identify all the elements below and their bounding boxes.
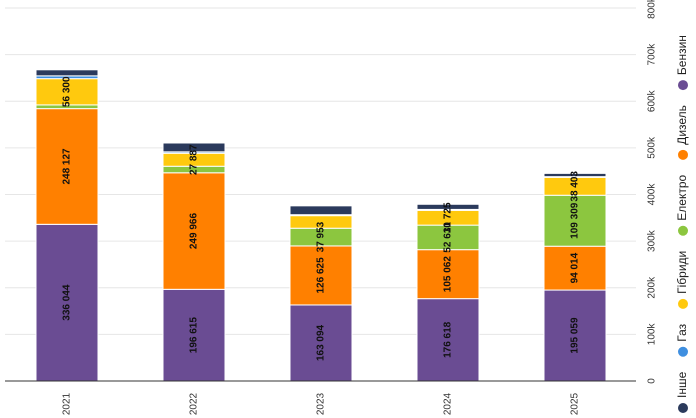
legend-item[interactable]: Гібриди — [675, 251, 689, 309]
value-tick-label: 500k — [647, 136, 658, 159]
data-label: 38 403 — [570, 171, 581, 202]
bar-segment[interactable] — [416, 298, 480, 382]
bar-segment[interactable] — [35, 78, 99, 106]
data-label: 37 953 — [316, 221, 327, 252]
data-label: 176 618 — [443, 321, 454, 358]
legend-label: Електро — [675, 175, 689, 221]
legend-label: Гібриди — [675, 251, 689, 294]
legend-item[interactable]: Бензин — [675, 35, 689, 91]
data-label: 94 014 — [570, 252, 581, 283]
value-tick-label: 200k — [647, 276, 658, 299]
bar-segment[interactable] — [289, 205, 353, 216]
data-label: 195 059 — [570, 317, 581, 354]
bar-segment[interactable] — [162, 142, 226, 153]
data-label: 31 725 — [443, 202, 454, 233]
data-label: 27 887 — [189, 144, 200, 175]
axes: 0 100k 200k 300k 400k 500k 600k 700k 800k 2021 202… — [5, 0, 658, 415]
data-label: 109 309 — [570, 202, 581, 239]
bar-segment[interactable] — [543, 194, 607, 247]
legend-marker — [678, 403, 688, 413]
value-tick-label: 0 — [647, 378, 658, 384]
category-tick-label: 2024 — [443, 392, 454, 415]
data-label: 126 625 — [316, 257, 327, 294]
value-tick-label: 600k — [647, 89, 658, 112]
legend-label: Газ — [675, 323, 689, 341]
data-label: 56 300 — [62, 76, 73, 107]
data-label: 105 062 — [443, 256, 454, 293]
data-label: 52 610 — [443, 222, 454, 253]
legend-item[interactable]: Газ — [675, 323, 689, 357]
legend-label: Інше — [675, 371, 689, 398]
value-tick-label: 800k — [647, 0, 658, 19]
category-tick-label: 2021 — [62, 392, 73, 415]
bar-segment[interactable] — [543, 172, 607, 178]
data-label: 163 094 — [316, 324, 327, 361]
bar-segment[interactable] — [35, 223, 99, 382]
bar-segment[interactable] — [416, 224, 480, 251]
legend[interactable]: Інше Газ Гібриди Електро Дизель Бензин — [675, 35, 689, 413]
legend-label: Бензин — [675, 35, 689, 75]
legend-marker — [678, 346, 688, 357]
data-labels: 336 044 248 127 56 300 196 615 249 966 27 887… — [62, 76, 581, 361]
bar-segment[interactable] — [35, 69, 99, 77]
data-label: 248 127 — [62, 148, 73, 185]
bar-segment[interactable] — [416, 203, 480, 210]
category-tick-label: 2022 — [189, 392, 200, 415]
category-tick-label: 2025 — [570, 392, 581, 415]
bar-segment[interactable] — [162, 172, 226, 290]
legend-item[interactable]: Інше — [675, 371, 689, 413]
legend-label: Дизель — [675, 105, 689, 145]
value-tick-label: 700k — [647, 43, 658, 66]
bar-segment[interactable] — [289, 245, 353, 306]
bar-stacks — [35, 69, 607, 382]
legend-marker — [678, 149, 688, 160]
legend-marker — [678, 225, 688, 236]
category-tick-label: 2023 — [316, 392, 327, 415]
value-tick-label: 100k — [647, 323, 658, 346]
legend-marker — [678, 298, 688, 309]
data-label: 196 615 — [189, 317, 200, 354]
value-tick-label: 400k — [647, 183, 658, 206]
legend-marker — [678, 80, 688, 91]
legend-item[interactable]: Дизель — [675, 105, 689, 160]
legend-item[interactable]: Електро — [675, 175, 689, 236]
bar-segment[interactable] — [416, 249, 480, 300]
bar-segment[interactable] — [543, 245, 607, 291]
data-label: 336 044 — [62, 284, 73, 321]
data-label: 249 966 — [189, 213, 200, 250]
value-tick-label: 300k — [647, 229, 658, 252]
bar-segment[interactable] — [35, 108, 99, 225]
